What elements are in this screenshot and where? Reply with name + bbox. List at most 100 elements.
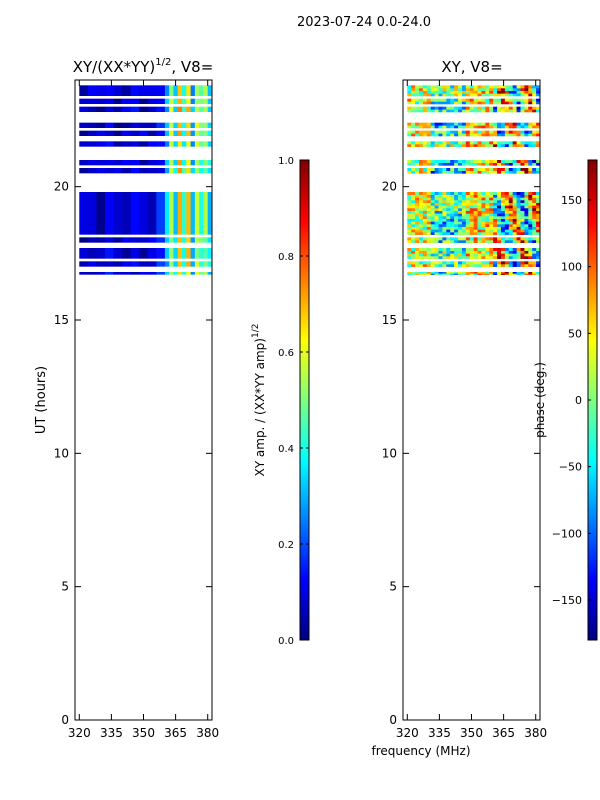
phase-cell bbox=[438, 98, 443, 102]
phase-cell bbox=[438, 192, 443, 195]
phase-cell bbox=[418, 160, 424, 163]
amplitude-cell bbox=[122, 168, 132, 174]
phase-cell bbox=[508, 125, 514, 129]
phase-cell bbox=[497, 197, 502, 201]
phase-cell bbox=[524, 210, 529, 214]
figure-title: 2023-07-24 0.0-24.0 bbox=[297, 15, 431, 30]
amplitude-cell bbox=[104, 168, 115, 174]
phase-cell bbox=[497, 98, 502, 102]
phase-cell bbox=[426, 229, 432, 233]
phase-cell bbox=[500, 253, 506, 257]
phase-cell bbox=[520, 197, 525, 201]
phase-cell bbox=[465, 229, 471, 233]
phase-cell bbox=[532, 200, 537, 203]
phase-cell bbox=[520, 122, 525, 126]
phase-cell bbox=[434, 237, 439, 241]
x-tick-label: 380 bbox=[524, 726, 547, 740]
phase-cell bbox=[512, 168, 517, 171]
phase-cell bbox=[512, 221, 517, 225]
phase-cell bbox=[508, 88, 514, 91]
phase-cell bbox=[442, 109, 447, 113]
amplitude-cell bbox=[87, 141, 97, 147]
phase-cell bbox=[512, 101, 517, 105]
phase-cell bbox=[446, 224, 451, 227]
phase-cell bbox=[418, 272, 424, 274]
phase-cell bbox=[411, 226, 416, 230]
phase-cell bbox=[430, 205, 436, 209]
phase-cell bbox=[461, 88, 467, 91]
phase-cell bbox=[473, 90, 478, 94]
phase-cell bbox=[500, 221, 506, 225]
phase-cell bbox=[446, 93, 451, 97]
phase-cell bbox=[469, 93, 475, 97]
phase-cell bbox=[454, 213, 459, 217]
phase-cell bbox=[520, 226, 525, 230]
amplitude-cell bbox=[207, 85, 212, 96]
phase-cell bbox=[497, 221, 502, 225]
phase-cell bbox=[407, 216, 412, 219]
x-tick-label: 335 bbox=[428, 726, 451, 740]
phase-cell bbox=[520, 170, 525, 174]
phase-cell bbox=[516, 250, 521, 254]
phase-cell bbox=[516, 106, 521, 110]
phase-cell bbox=[446, 106, 451, 110]
amplitude-cell bbox=[130, 168, 140, 174]
phase-cell bbox=[418, 106, 424, 110]
phase-cell bbox=[446, 253, 451, 257]
amplitude-cell bbox=[199, 192, 204, 235]
colorbar-tick-label: 0.4 bbox=[278, 444, 294, 455]
amplitude-cell bbox=[203, 192, 209, 235]
phase-cell bbox=[446, 141, 451, 145]
phase-cell bbox=[426, 109, 432, 113]
phase-cell bbox=[469, 264, 475, 267]
phase-cell bbox=[407, 264, 412, 267]
phase-heatmap bbox=[407, 85, 540, 275]
x-tick-label: 335 bbox=[100, 726, 123, 740]
amplitude-cell bbox=[169, 160, 174, 166]
amplitude-cell bbox=[139, 248, 149, 259]
phase-cell bbox=[497, 205, 502, 209]
phase-cell bbox=[426, 101, 432, 105]
x-tick-label: 350 bbox=[132, 726, 155, 740]
phase-cell bbox=[497, 248, 502, 251]
phase-cell bbox=[477, 273, 482, 275]
phase-cell bbox=[469, 237, 475, 241]
phase-cell bbox=[524, 192, 529, 195]
phase-cell bbox=[442, 205, 447, 209]
phase-cell bbox=[461, 248, 467, 251]
phase-cell bbox=[426, 170, 432, 174]
phase-cell bbox=[516, 232, 521, 235]
amplitude-cell bbox=[169, 141, 174, 147]
amplitude-cell bbox=[164, 192, 170, 235]
phase-cell bbox=[407, 232, 412, 235]
phase-cell bbox=[458, 109, 463, 113]
phase-cell bbox=[411, 141, 416, 145]
phase-cell bbox=[438, 130, 443, 134]
phase-cell bbox=[520, 202, 525, 206]
amplitude-cell bbox=[122, 130, 132, 136]
amplitude-title: XY/(XX*YY)1/2, V8= bbox=[73, 57, 214, 76]
phase-cell bbox=[473, 210, 478, 214]
phase-cell bbox=[450, 85, 455, 89]
phase-cell bbox=[497, 229, 502, 233]
amplitude-cell bbox=[177, 141, 183, 147]
phase-cell bbox=[458, 208, 463, 211]
phase-cell bbox=[504, 273, 510, 275]
phase-cell bbox=[524, 109, 529, 113]
phase-cell bbox=[508, 109, 514, 113]
phase-cell bbox=[500, 208, 506, 211]
phase-cell bbox=[524, 264, 529, 267]
phase-cell bbox=[497, 226, 502, 230]
phase-cell bbox=[473, 248, 478, 251]
phase-cell bbox=[454, 197, 459, 201]
amplitude-cell bbox=[104, 272, 115, 275]
phase-cell bbox=[532, 264, 537, 267]
phase-cell bbox=[520, 162, 525, 166]
amplitude-cell bbox=[190, 160, 196, 166]
phase-cell bbox=[473, 88, 478, 91]
phase-cell bbox=[450, 192, 455, 195]
phase-cell bbox=[411, 273, 416, 275]
phase-cell bbox=[418, 210, 424, 214]
phase-cell bbox=[524, 250, 529, 254]
